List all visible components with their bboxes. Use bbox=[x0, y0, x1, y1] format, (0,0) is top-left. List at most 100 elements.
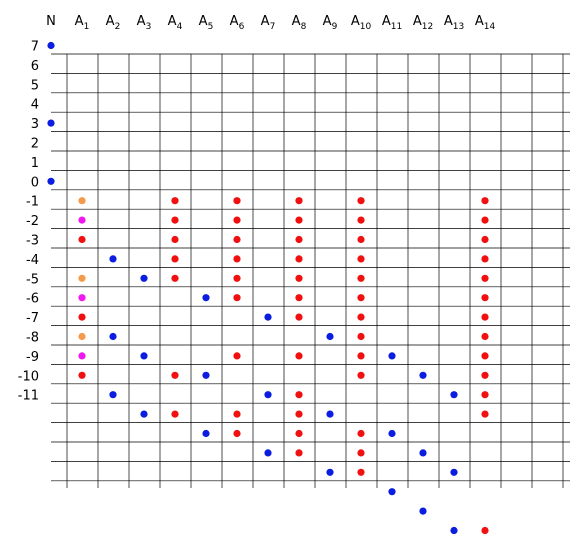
magenta-dot bbox=[78, 294, 86, 302]
red-dot bbox=[295, 449, 303, 457]
blue-dot bbox=[326, 468, 334, 476]
blue-dot bbox=[326, 332, 334, 341]
red-dot bbox=[233, 352, 241, 360]
row-label: -3 bbox=[26, 234, 39, 249]
blue-dot bbox=[140, 274, 148, 282]
row-label: 4 bbox=[31, 98, 39, 113]
red-dot bbox=[78, 313, 86, 321]
column-label-subscript: 10 bbox=[360, 22, 372, 32]
blue-dot bbox=[450, 468, 458, 476]
red-dot bbox=[233, 410, 241, 418]
orange-dot bbox=[78, 197, 86, 205]
orange-dot bbox=[78, 274, 86, 282]
column-label-base: A bbox=[261, 14, 270, 29]
column-label-base: A bbox=[382, 14, 391, 29]
row-label: -6 bbox=[26, 292, 39, 307]
column-label-subscript: 7 bbox=[270, 22, 276, 32]
red-dot bbox=[481, 332, 489, 341]
column-label-base: A bbox=[475, 14, 484, 29]
column-label-base: A bbox=[351, 14, 360, 29]
blue-dot bbox=[109, 391, 117, 399]
column-label-base: A bbox=[323, 14, 332, 29]
red-dot bbox=[295, 352, 303, 360]
red-dot bbox=[295, 429, 303, 438]
blue-dot bbox=[202, 371, 210, 379]
blue-dot bbox=[140, 410, 148, 418]
column-header-n: N bbox=[46, 14, 56, 29]
red-dot bbox=[233, 235, 241, 244]
red-dot bbox=[295, 216, 303, 224]
red-dot bbox=[171, 410, 179, 418]
column-label: A2 bbox=[106, 14, 121, 32]
red-dot bbox=[171, 371, 179, 379]
red-dot bbox=[233, 274, 241, 282]
red-dot bbox=[357, 216, 365, 224]
red-dot bbox=[295, 313, 303, 321]
red-dot bbox=[481, 255, 489, 263]
blue-dot bbox=[450, 526, 458, 534]
red-dot bbox=[295, 197, 303, 205]
row-label: -8 bbox=[26, 331, 39, 346]
column-label-subscript: 12 bbox=[422, 22, 433, 32]
blue-dot bbox=[264, 449, 272, 457]
red-dot bbox=[481, 197, 489, 205]
column-labels: N A1 A2 A3 A4 A5 A6 A7 A8 A9 A10 A11 A12 A13 A14 bbox=[46, 14, 495, 32]
column-label-subscript: 9 bbox=[332, 22, 338, 32]
red-dot bbox=[481, 352, 489, 360]
column-label-base: A bbox=[444, 14, 453, 29]
red-dot bbox=[295, 274, 303, 282]
column-label: A4 bbox=[168, 14, 183, 32]
row-label: -10 bbox=[18, 369, 39, 384]
column-label-base: A bbox=[230, 14, 239, 29]
red-dot bbox=[481, 391, 489, 399]
row-label: 0 bbox=[31, 175, 39, 190]
magenta-dot bbox=[78, 352, 86, 360]
red-dot bbox=[481, 274, 489, 282]
column-label: A9 bbox=[323, 14, 338, 32]
red-dot bbox=[171, 255, 179, 263]
column-label: A5 bbox=[199, 14, 214, 32]
red-dot bbox=[233, 197, 241, 205]
row-label: 7 bbox=[31, 40, 39, 55]
blue-dot bbox=[202, 294, 210, 302]
red-dot bbox=[295, 391, 303, 399]
column-label-subscript: 2 bbox=[115, 22, 121, 32]
column-label-base: A bbox=[168, 14, 177, 29]
red-dot bbox=[171, 274, 179, 282]
row-label: -1 bbox=[26, 195, 39, 210]
row-label: -4 bbox=[26, 253, 39, 268]
red-dot bbox=[78, 235, 86, 244]
row-label: 2 bbox=[31, 137, 39, 152]
column-label: A7 bbox=[261, 14, 276, 32]
grid-lines bbox=[51, 53, 570, 488]
red-dot bbox=[357, 429, 365, 438]
blue-dot bbox=[388, 488, 396, 496]
red-dot bbox=[357, 197, 365, 205]
column-label-subscript: 5 bbox=[208, 22, 214, 32]
red-dot bbox=[357, 468, 365, 476]
column-label-subscript: 13 bbox=[453, 22, 464, 32]
column-label-subscript: 3 bbox=[146, 22, 152, 32]
red-dot bbox=[357, 235, 365, 244]
red-dot bbox=[481, 313, 489, 321]
blue-dot bbox=[264, 313, 272, 321]
red-dot bbox=[357, 255, 365, 263]
red-dot bbox=[481, 410, 489, 418]
blue-dot bbox=[47, 177, 55, 185]
red-dot bbox=[171, 197, 179, 205]
blue-dot bbox=[109, 255, 117, 263]
row-label: 5 bbox=[31, 78, 39, 93]
red-dot bbox=[357, 294, 365, 302]
red-dot bbox=[357, 449, 365, 457]
column-label-base: A bbox=[413, 14, 422, 29]
column-label-subscript: 11 bbox=[391, 22, 402, 32]
blue-dot bbox=[264, 391, 272, 399]
blue-dot bbox=[419, 449, 427, 457]
blue-dot bbox=[419, 371, 427, 379]
red-dot bbox=[78, 371, 86, 379]
blue-dot bbox=[47, 119, 55, 127]
red-dot bbox=[357, 313, 365, 321]
column-label-base: A bbox=[106, 14, 115, 29]
row-label: 1 bbox=[31, 156, 39, 171]
